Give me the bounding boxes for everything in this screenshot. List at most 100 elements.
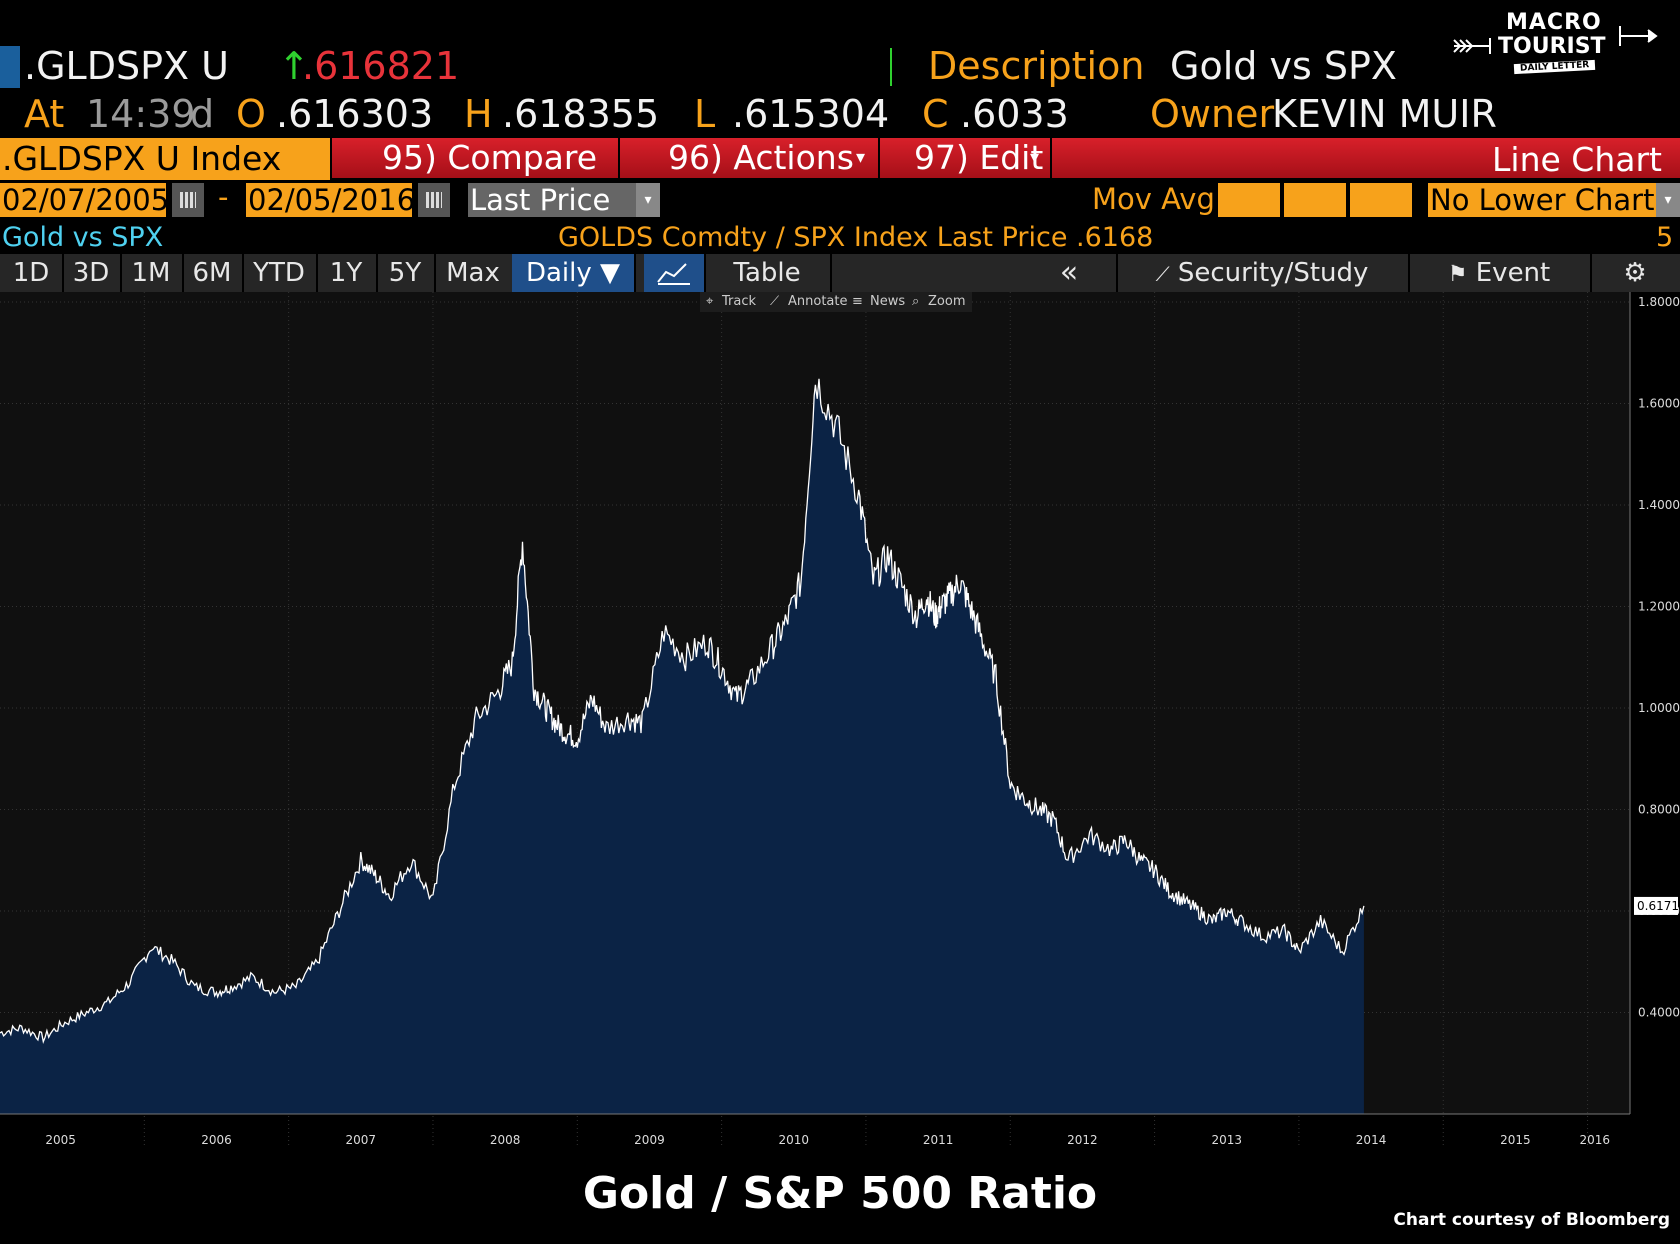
- period-tabs: 1D 3D 1M 6M YTD 1Y 5Y Max Daily ▼ Table …: [0, 254, 1680, 292]
- index-label-text: .GLDSPX U Index: [2, 139, 282, 178]
- time-suffix: d: [190, 92, 215, 136]
- event-button[interactable]: ⚑ Event: [1408, 254, 1592, 292]
- tab-3d[interactable]: 3D: [62, 254, 122, 292]
- chevron-down-icon: ▾: [636, 183, 660, 217]
- toolbar: .GLDSPX U Index 95) Compare 96) Actions …: [0, 138, 1680, 180]
- end-date-input[interactable]: 02/05/2016: [246, 183, 416, 217]
- frequency-select[interactable]: Daily ▼: [512, 254, 636, 292]
- x-tick-labels: 2005 2006 2007 2008 2009 2010 2011 2012 2013 2014…: [45, 1133, 1610, 1147]
- lower-chart-label: No Lower Chart: [1430, 183, 1655, 217]
- x-tick-label: 2016: [1580, 1133, 1611, 1147]
- x-tick-label: 2012: [1067, 1133, 1098, 1147]
- chart-tools: ⌖ Track ⟋ Annotate ≡ News ⌕ Zoom: [700, 292, 972, 312]
- ratio-area: [0, 378, 1364, 1114]
- x-tick-label: 2006: [201, 1133, 232, 1147]
- mov-avg-input-1[interactable]: [1218, 183, 1280, 217]
- high-label: H: [464, 92, 493, 136]
- last-value-box: [1634, 896, 1678, 915]
- edit-label: 97) Edit: [914, 138, 1044, 177]
- y-tick-label: 0.8000: [1638, 803, 1680, 817]
- x-tick-label: 2009: [634, 1133, 665, 1147]
- field-select[interactable]: Last Price ▾: [468, 183, 660, 217]
- owner-value: KEVIN MUIR: [1272, 92, 1497, 136]
- line-chart-icon: [657, 263, 690, 285]
- x-tick-label: 2013: [1211, 1133, 1242, 1147]
- last-price: .616821: [302, 44, 460, 88]
- gear-icon[interactable]: ⚙: [1590, 254, 1680, 292]
- edit-button[interactable]: 97) Edit ▾: [880, 138, 1050, 178]
- track-icon: ⌖: [706, 294, 714, 309]
- mov-avg-input-2[interactable]: [1284, 183, 1346, 217]
- ticker[interactable]: .GLDSPX U: [24, 44, 229, 88]
- tab-ytd[interactable]: YTD: [242, 254, 318, 292]
- calendar-icon[interactable]: [172, 183, 204, 217]
- chart-credit: Chart courtesy of Bloomberg: [1393, 1210, 1670, 1230]
- tab-6m[interactable]: 6M: [182, 254, 244, 292]
- start-date-input[interactable]: 02/07/2005: [0, 183, 170, 217]
- zoom-icon: ⌕: [912, 294, 920, 309]
- chart-title: Gold / S&P 500 Ratio: [582, 1168, 1098, 1219]
- tab-max[interactable]: Max: [434, 254, 514, 292]
- tab-1d[interactable]: 1D: [0, 254, 64, 292]
- x-tick-label: 2007: [346, 1133, 377, 1147]
- zoom-tool[interactable]: Zoom: [928, 294, 966, 309]
- open-value: .616303: [276, 92, 434, 136]
- macro-tourist-logo: MACRO TOURIST DAILY LETTER: [1450, 10, 1660, 86]
- index-label[interactable]: .GLDSPX U Index: [0, 138, 330, 180]
- time: 14:39: [86, 92, 196, 136]
- flag-icon: ⚑: [1447, 262, 1468, 287]
- x-tick-label: 2014: [1356, 1133, 1387, 1147]
- tab-1y[interactable]: 1Y: [316, 254, 378, 292]
- divider: [890, 48, 892, 86]
- field-select-label: Last Price: [470, 183, 611, 217]
- actions-button[interactable]: 96) Actions ▾: [620, 138, 878, 178]
- chart-type-button[interactable]: Line Chart: [1052, 138, 1680, 179]
- study-icon: ⟋: [1155, 262, 1170, 286]
- chevron-down-icon[interactable]: ▾: [1656, 183, 1680, 217]
- description-label: Description: [928, 44, 1145, 88]
- actions-label: 96) Actions: [668, 138, 854, 177]
- compare-label: 95) Compare: [382, 138, 598, 177]
- chart: 0.40000.60000.80001.00001.20001.40001.60…: [0, 292, 1680, 1148]
- low-label: L: [694, 92, 716, 136]
- chevron-down-icon: ▾: [856, 147, 866, 168]
- lower-chart-select[interactable]: No Lower Chart: [1428, 183, 1656, 217]
- x-tick-label: 2011: [923, 1133, 954, 1147]
- header-row-2: At 14:39 d O .616303 H .618355 L .615304…: [0, 92, 1680, 138]
- x-tick-label: 2005: [45, 1133, 76, 1147]
- legend-series: GOLDS Comdty / SPX Index Last Price .616…: [558, 222, 1154, 253]
- tab-5y[interactable]: 5Y: [376, 254, 436, 292]
- last-value-text: 0.6171: [1637, 899, 1679, 913]
- y-tick-label: 1.2000: [1638, 600, 1680, 614]
- annotate-tool[interactable]: Annotate: [788, 294, 848, 309]
- logo-line-2: TOURIST: [1498, 34, 1606, 59]
- logo-arrows-icon: [1453, 26, 1658, 54]
- legend-count: 5: [1656, 222, 1674, 253]
- collapse-icon[interactable]: «: [1022, 254, 1118, 292]
- chart-type-label: Line Chart: [1492, 140, 1662, 179]
- last-value-label: 0.6171: [1634, 896, 1679, 915]
- table-view-button[interactable]: Table: [704, 254, 832, 292]
- high-value: .618355: [502, 92, 660, 136]
- news-icon: ≡: [852, 294, 863, 309]
- header-row-1: .GLDSPX U ↑ .616821 Description Gold vs …: [0, 42, 1680, 92]
- track-tool[interactable]: Track: [722, 294, 757, 309]
- news-tool[interactable]: News: [870, 294, 906, 309]
- logo-line-1: MACRO: [1506, 10, 1602, 35]
- up-arrow-icon: ↑: [278, 44, 310, 88]
- line-chart-view-button[interactable]: [644, 254, 706, 292]
- y-tick-label: 1.4000: [1638, 498, 1680, 512]
- owner-label: Owner: [1150, 92, 1275, 136]
- security-study-button[interactable]: ⟋ Security/Study: [1116, 254, 1410, 292]
- mov-avg-input-3[interactable]: [1350, 183, 1412, 217]
- annotate-icon: ⟋: [770, 294, 780, 309]
- y-tick-label: 1.8000: [1638, 295, 1680, 309]
- tab-1m[interactable]: 1M: [120, 254, 184, 292]
- compare-button[interactable]: 95) Compare: [332, 138, 618, 178]
- calendar-icon[interactable]: [418, 183, 450, 217]
- at-label: At: [24, 92, 65, 136]
- close-value: .6033: [960, 92, 1069, 136]
- security-study-label: Security/Study: [1177, 258, 1369, 288]
- event-label: Event: [1475, 258, 1551, 288]
- y-tick-label: 1.6000: [1638, 397, 1680, 411]
